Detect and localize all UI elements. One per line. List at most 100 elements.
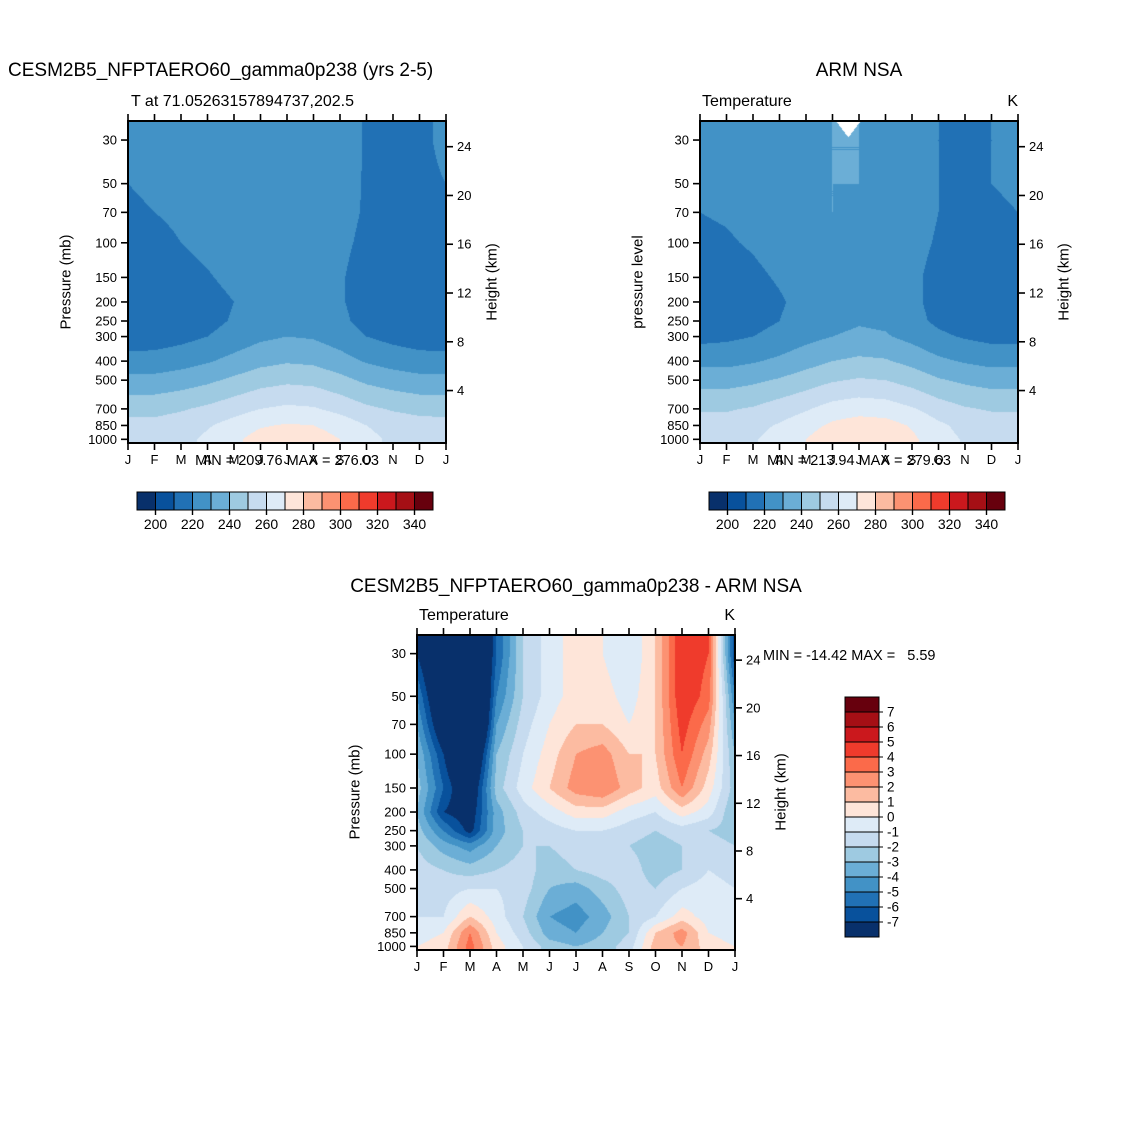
pressure-tick-label: 500: [95, 373, 117, 388]
month-label: J: [546, 959, 553, 974]
difference-colorbar-cell: [844, 771, 880, 788]
temperature-colorbar-label: 260: [827, 516, 851, 532]
contour-plot-diff: [417, 635, 735, 950]
temperature-colorbar-cell: [414, 491, 434, 511]
temperature-colorbar-label: 280: [292, 516, 316, 532]
pressure-tick-label: 500: [667, 373, 689, 388]
height-tick-label: 12: [746, 796, 760, 811]
difference-colorbar-label: 0: [887, 810, 895, 825]
yaxis-title-diff: Pressure (mb): [346, 744, 364, 840]
yaxis-right-title-diff: Height (km): [772, 753, 790, 831]
pressure-tick-label: 30: [103, 133, 117, 148]
temperature-colorbar-cell: [377, 491, 397, 511]
pressure-tick-label: 100: [384, 747, 406, 762]
temperature-colorbar-cell: [321, 491, 341, 511]
pressure-tick-label: 250: [95, 314, 117, 329]
temperature-colorbar-cell: [340, 491, 360, 511]
pressure-tick-label: 300: [384, 838, 406, 853]
difference-colorbar-label: -3: [887, 855, 899, 870]
height-tick-label: 4: [746, 891, 753, 906]
height-tick-label: 4: [1029, 383, 1036, 398]
difference-colorbar-label: 1: [887, 795, 895, 810]
temperature-colorbar-cell: [764, 491, 784, 511]
temperature-colorbar-cell: [229, 491, 249, 511]
pressure-tick-label: 400: [384, 862, 406, 877]
month-label: M: [518, 959, 529, 974]
subtitle-diff-left: Temperature: [419, 607, 509, 624]
temperature-colorbar-label: 300: [901, 516, 925, 532]
pressure-tick-label: 150: [384, 781, 406, 796]
temperature-colorbar-cell: [284, 491, 304, 511]
difference-colorbar-label: -5: [887, 885, 899, 900]
temperature-colorbar-label: 280: [864, 516, 888, 532]
temperature-colorbar-label: 300: [329, 516, 353, 532]
temperature-colorbar-cell: [782, 491, 802, 511]
difference-colorbar-cell: [844, 831, 880, 848]
pressure-tick-label: 50: [103, 176, 117, 191]
month-label: O: [650, 959, 660, 974]
temperature-colorbar-label: 320: [366, 516, 390, 532]
temperature-colorbar-label: 220: [753, 516, 777, 532]
pressure-tick-label: 200: [384, 805, 406, 820]
yaxis-title-obs: pressure level: [629, 235, 647, 329]
pressure-tick-label: 1000: [88, 432, 117, 447]
temperature-colorbar-label: 240: [218, 516, 242, 532]
difference-colorbar-cell: [844, 816, 880, 833]
difference-colorbar-cell: [844, 891, 880, 908]
panel-title-model: CESM2B5_NFPTAERO60_gamma0p238 (yrs 2-5): [8, 60, 434, 81]
temperature-colorbar-label: 320: [938, 516, 962, 532]
temperature-colorbar-label: 340: [975, 516, 999, 532]
subtitle-obs-left: Temperature: [702, 93, 792, 110]
difference-colorbar-label: -7: [887, 915, 899, 930]
difference-colorbar-cell: [844, 696, 880, 713]
temperature-colorbar-cell: [745, 491, 765, 511]
height-tick-label: 8: [457, 334, 464, 349]
pressure-tick-label: 850: [384, 925, 406, 940]
month-label: A: [492, 959, 501, 974]
temperature-colorbar-cell: [801, 491, 821, 511]
height-tick-label: 12: [457, 286, 471, 301]
temperature-colorbar-cell: [358, 491, 378, 511]
temperature-colorbar-cell: [893, 491, 913, 511]
month-label: A: [598, 959, 607, 974]
pressure-tick-label: 70: [392, 717, 406, 732]
contour-plot-model: [128, 121, 446, 443]
height-tick-label: 8: [1029, 334, 1036, 349]
pressure-tick-label: 250: [384, 823, 406, 838]
month-label: J: [414, 959, 421, 974]
pressure-tick-label: 150: [667, 270, 689, 285]
temperature-colorbar-cell: [727, 491, 747, 511]
temperature-colorbar-cell: [819, 491, 839, 511]
temperature-colorbar-cell: [967, 491, 987, 511]
pressure-tick-label: 70: [675, 205, 689, 220]
pressure-tick-label: 700: [667, 401, 689, 416]
height-tick-label: 20: [746, 700, 760, 715]
difference-colorbar-label: 5: [887, 735, 895, 750]
temperature-colorbar-cell: [395, 491, 415, 511]
temperature-colorbar-cell: [210, 491, 230, 511]
pressure-tick-label: 700: [95, 401, 117, 416]
pressure-tick-label: 300: [667, 329, 689, 344]
height-tick-label: 20: [1029, 188, 1043, 203]
temperature-colorbar-cell: [247, 491, 267, 511]
difference-colorbar-label: -6: [887, 900, 899, 915]
month-label: J: [573, 959, 580, 974]
pressure-tick-label: 1000: [660, 432, 689, 447]
difference-colorbar-cell: [844, 906, 880, 923]
yaxis-title-model: Pressure (mb): [57, 234, 75, 330]
pressure-tick-label: 400: [95, 354, 117, 369]
difference-colorbar-label: -2: [887, 840, 899, 855]
pressure-tick-label: 250: [667, 314, 689, 329]
pressure-tick-label: 30: [392, 646, 406, 661]
temperature-colorbar-cell: [708, 491, 728, 511]
pressure-tick-label: 700: [384, 909, 406, 924]
difference-colorbar-cell: [844, 801, 880, 818]
pressure-tick-label: 200: [667, 294, 689, 309]
month-label: D: [704, 959, 713, 974]
pressure-tick-label: 100: [95, 235, 117, 250]
month-label: F: [440, 959, 448, 974]
temperature-colorbar-cell: [303, 491, 323, 511]
height-tick-label: 24: [457, 139, 471, 154]
temperature-colorbar-cell: [875, 491, 895, 511]
